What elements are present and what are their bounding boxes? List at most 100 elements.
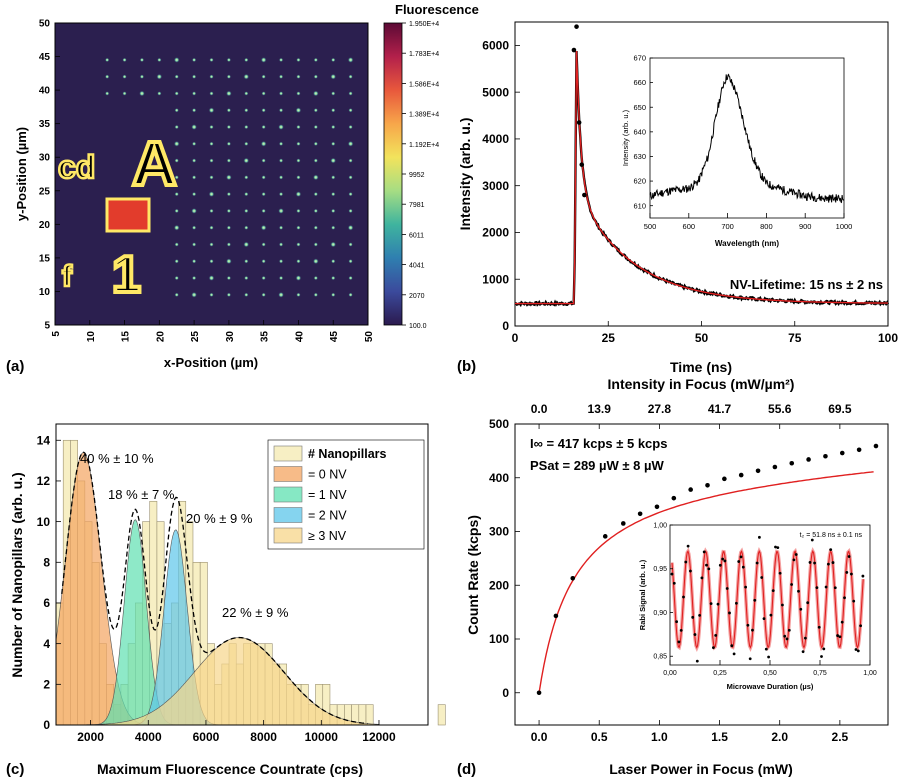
fluorescence-spot: [313, 141, 319, 146]
fluorescence-spot: [331, 259, 336, 264]
fluorescence-spot: [261, 124, 266, 130]
spectrum-inset: 500 600 700 800 900 1000 610 620 630 640 650 660 67…: [621, 54, 852, 248]
fluorescence-spot: [261, 292, 266, 297]
fluorescence-spot: [191, 141, 197, 146]
rabi-x-tick-label: 0,00: [663, 670, 677, 677]
fluorescence-spot: [331, 124, 336, 130]
fluorescence-spot: [278, 191, 284, 197]
rabi-data-point: [783, 634, 787, 638]
colorbar-tick-label: 7981: [409, 202, 425, 209]
lifetime-peak-point: [574, 24, 579, 29]
rabi-data-point: [822, 647, 826, 651]
fluorescence-spot: [173, 140, 180, 147]
saturation-data-point: [755, 468, 761, 474]
saturation-data-point: [806, 457, 811, 462]
rabi-x-tick-label: 0,50: [763, 670, 777, 677]
spectrum-x-tick-label: 500: [644, 222, 657, 231]
rabi-data-point: [817, 625, 821, 629]
saturation-data-point: [873, 443, 879, 449]
rabi-data-point: [753, 598, 757, 602]
fluorescence-spot: [174, 158, 179, 163]
plot-d-top-ticks: 0.0 13.9 27.8 41.7 55.6 69.5: [531, 402, 852, 429]
heatmap-x-ticks: 5 10 15 20 25 30 35 40 45 50: [51, 320, 375, 342]
spectrum-y-label: Intensity (arb. u.): [621, 109, 630, 166]
fluorescence-spot: [209, 91, 214, 96]
rabi-data-point: [728, 611, 731, 615]
fluorescence-spot: [104, 57, 110, 63]
plot-d-top-tick-label: 55.6: [768, 402, 792, 416]
fluorescence-spot: [330, 157, 337, 164]
plot-c-x-label: Maximum Fluorescence Countrate (cps): [97, 761, 363, 777]
colorbar-tick-label: 9952: [409, 172, 425, 179]
fluorescence-spot: [312, 90, 319, 97]
fluorescence-spot: [278, 259, 284, 264]
rabi-data-point: [856, 649, 860, 653]
plot-d-y-ticks: 0 100 200 300 400 500: [489, 417, 520, 700]
rabi-data-point: [718, 563, 722, 567]
fluorescence-spot: [348, 158, 353, 163]
fluorescence-spot: [244, 259, 249, 264]
rabi-data-point: [677, 640, 681, 644]
fluorescence-spot: [348, 242, 353, 247]
spectrum-x-tick-label: 900: [799, 222, 812, 231]
spectrum-y-tick-label: 640: [633, 127, 646, 136]
rabi-data-point: [693, 633, 697, 636]
fluorescence-spot: [331, 108, 336, 113]
rabi-x-ticks: 0,00 0,25 0,50 0,75 1,00: [663, 660, 877, 677]
spectrum-y-tick-label: 670: [633, 54, 646, 63]
lifetime-peak-point: [579, 162, 585, 167]
fluorescence-spot: [191, 259, 197, 264]
plot-d-y-tick-label: 200: [489, 578, 509, 592]
rabi-data-point: [808, 561, 812, 564]
plot-c-x-ticks: 2000 4000 6000 8000 10000 12000: [77, 720, 396, 744]
plot-d-x-label: Laser Power in Focus (mW): [609, 761, 793, 777]
rabi-data-point: [760, 576, 764, 579]
fluorescence-spot: [312, 258, 319, 265]
heatmap-y-ticks: 5 10 15 20 25 30 35 40 45 50: [39, 19, 60, 332]
rabi-data-point: [689, 569, 692, 573]
rabi-data-point: [686, 544, 690, 548]
plot-b-x-tick-label: 25: [602, 331, 616, 345]
histogram-bar: [365, 704, 374, 726]
fluorescence-spot: [331, 175, 336, 180]
rabi-data-point: [829, 548, 833, 552]
fluorescence-spot: [226, 141, 232, 146]
heatmap-y-tick-label: 40: [39, 86, 51, 97]
fluorescence-spot: [244, 57, 249, 63]
rabi-x-label: Microwave Duration (µs): [727, 682, 814, 691]
fluorescence-spot: [209, 259, 214, 264]
population-label: 40 % ± 10 %: [80, 451, 154, 466]
fluorescence-spot: [295, 275, 302, 281]
saturation-fit-curve: [538, 471, 874, 693]
letter-annotation-A: A: [132, 130, 177, 199]
plot-c-y-ticks: 0 2 4 6 8 10 12 14: [37, 433, 61, 732]
fluorescence-spot: [331, 91, 336, 96]
fluorescence-spot: [139, 90, 145, 97]
plot-d-x-tick-label: 0.0: [531, 730, 548, 744]
fluorescence-spot: [296, 74, 301, 79]
saturation-data-point: [722, 476, 727, 482]
fluorescence-spot: [244, 175, 249, 180]
fluorescence-spot: [209, 175, 214, 180]
fluorescence-spot: [260, 57, 267, 63]
rabi-data-point: [707, 567, 711, 571]
fluorescence-spot: [261, 108, 266, 113]
heatmap-x-tick-label: 40: [294, 331, 305, 343]
fluorescence-spot: [157, 57, 162, 63]
saturation-data-point: [772, 464, 778, 470]
fluorescence-spot: [296, 242, 301, 247]
fluorescence-spot: [313, 124, 319, 130]
rabi-data-point: [850, 572, 853, 576]
rabi-data-point: [762, 617, 766, 621]
saturation-data-point: [536, 690, 542, 696]
spectrum-y-ticks: 610 620 630 640 650 660 670: [633, 54, 653, 210]
rabi-data-point: [695, 659, 699, 663]
histogram-bar: [358, 704, 367, 726]
spectrum-y-tick-label: 650: [633, 103, 646, 112]
plot-d-x-tick-label: 2.5: [832, 730, 849, 744]
legend-swatch: [273, 445, 303, 462]
saturation-data-point: [738, 472, 744, 478]
fluorescence-spot: [174, 175, 179, 180]
rabi-fit-curve: [671, 549, 864, 649]
heatmap-letters: A cd 1 f: [57, 128, 179, 306]
